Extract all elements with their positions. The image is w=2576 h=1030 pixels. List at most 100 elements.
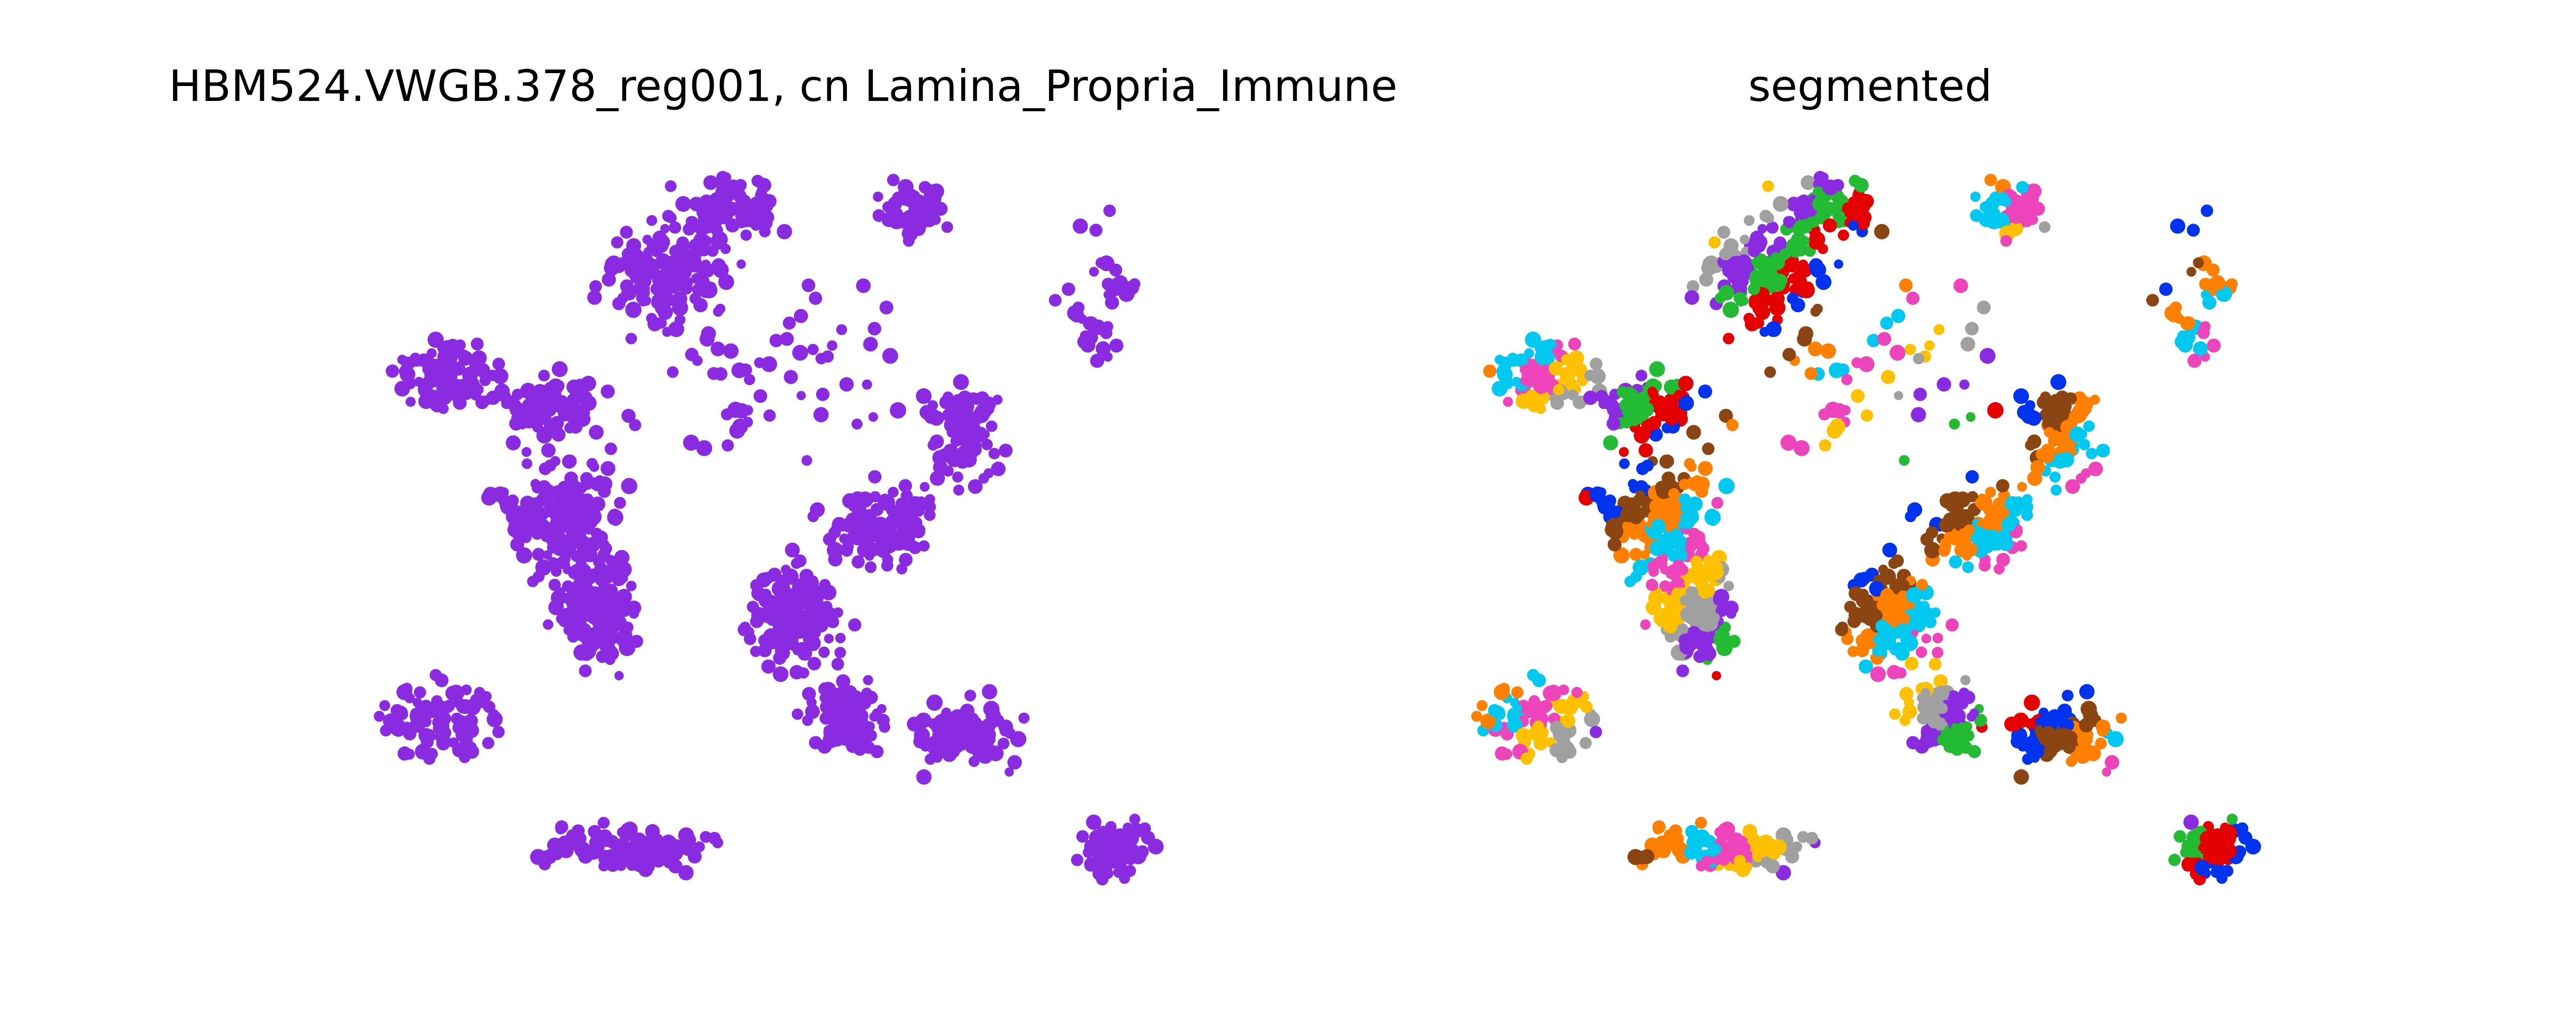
scatter-right-point <box>1766 321 1782 337</box>
scatter-left-point <box>1007 755 1022 770</box>
scatter-left-point <box>823 688 834 698</box>
scatter-left-point <box>555 824 566 835</box>
scatter-right-point <box>1649 361 1665 377</box>
scatter-right-point <box>1589 357 1603 370</box>
scatter-right-point <box>1882 542 1897 558</box>
scatter-right-point <box>1889 580 1902 593</box>
scatter-left-point <box>998 443 1013 458</box>
scatter-left-point <box>874 526 890 542</box>
scatter-left-point <box>901 536 916 551</box>
scatter-right-point <box>1920 533 1934 546</box>
scatter-right-point <box>2050 484 2062 496</box>
scatter-right-point <box>1928 715 1941 729</box>
scatter-right-point <box>2199 831 2215 846</box>
scatter-right-point <box>1936 702 1948 714</box>
scatter-right-point <box>1742 824 1757 839</box>
scatter-left-point <box>984 468 994 478</box>
scatter-right-point <box>1658 406 1670 418</box>
scatter-left-point <box>986 420 997 432</box>
scatter-left-point <box>427 331 444 348</box>
scatter-right-point <box>1934 685 1950 701</box>
scatter-right-point <box>1833 210 1845 222</box>
scatter-right-point <box>2044 400 2057 413</box>
scatter-right-point <box>1772 196 1789 212</box>
scatter-left-point <box>753 389 768 403</box>
scatter-left-point <box>646 313 657 324</box>
scatter-right-point <box>1480 713 1496 729</box>
scatter-right-point <box>1713 589 1730 605</box>
scatter-left-point <box>451 362 466 376</box>
scatter-left-point <box>379 700 391 711</box>
scatter-right-point <box>1580 700 1593 713</box>
scatter-left-point <box>813 407 829 422</box>
scatter-left-point <box>563 565 572 575</box>
scatter-left-point <box>824 633 834 644</box>
scatter-right-point <box>2026 410 2042 426</box>
scatter-right-point <box>1686 280 1700 293</box>
scatter-left-point <box>751 220 761 231</box>
scatter-left-point <box>391 704 404 717</box>
scatter-left-point <box>507 398 521 413</box>
scatter-right-point <box>1684 290 1700 305</box>
scatter-right-point <box>1943 531 1955 543</box>
scatter-left-point <box>815 353 827 365</box>
scatter-right-point <box>1960 675 1971 685</box>
scatter-left-point <box>587 290 602 305</box>
scatter-left-point <box>941 221 953 233</box>
scatter-right-point <box>1840 405 1851 416</box>
scatter-right-point <box>1638 425 1652 439</box>
scatter-right-point <box>2180 330 2196 345</box>
scatter-left-point <box>598 861 609 871</box>
scatter-right-point <box>1539 699 1553 713</box>
scatter-right-point <box>1780 435 1797 451</box>
scatter-left-point <box>837 685 852 701</box>
scatter-right-point <box>1524 331 1541 348</box>
scatter-right-point <box>1851 389 1865 403</box>
scatter-left-point <box>590 496 606 512</box>
scatter-left-point <box>928 410 944 426</box>
scatter-right-point <box>1965 322 1979 336</box>
scatter-left-point <box>550 386 560 397</box>
scatter-left-point <box>792 345 808 361</box>
scatter-left-point <box>819 579 831 591</box>
scatter-left-point <box>410 717 426 733</box>
scatter-right-point <box>1620 415 1633 428</box>
scatter-left-point <box>532 547 545 561</box>
scatter-left-point <box>699 331 715 347</box>
scatter-right-point <box>1646 578 1658 591</box>
scatter-left-point <box>839 734 852 746</box>
scatter-right-point <box>1888 558 1900 569</box>
scatter-left-point <box>818 646 830 658</box>
scatter-right-point <box>2168 853 2181 866</box>
scatter-left-point <box>928 743 941 756</box>
scatter-left-point <box>946 400 959 413</box>
scatter-left-point <box>964 690 976 701</box>
scatter-left-point <box>756 572 771 588</box>
scatter-left-point <box>789 665 804 680</box>
scatter-left-point <box>707 367 720 380</box>
scatter-right-point <box>1660 565 1670 575</box>
scatter-left-point <box>754 357 765 368</box>
scatter-right-point <box>1670 528 1682 541</box>
scatter-left-point <box>694 841 705 852</box>
scatter-left-point <box>916 388 932 404</box>
scatter-left-point <box>651 297 664 309</box>
scatter-left-point <box>761 659 776 674</box>
scatter-right-point <box>1533 379 1549 394</box>
scatter-right-point <box>2016 181 2029 194</box>
scatter-left-point <box>913 734 927 749</box>
scatter-right-point <box>2021 509 2033 521</box>
scatter-right-point <box>1649 427 1663 442</box>
scatter-right-point <box>2238 831 2252 845</box>
chart-title-left: HBM524.VWGB.378_reg001, cn Lamina_Propri… <box>168 61 1398 111</box>
scatter-right-point <box>1483 364 1497 378</box>
scatter-right-point <box>1694 829 1710 844</box>
scatter-left-point <box>579 623 591 635</box>
scatter-right-point <box>1520 375 1531 386</box>
scatter-left-point <box>1129 278 1141 290</box>
scatter-right-point <box>1939 493 1955 509</box>
scatter-left-point <box>781 624 798 640</box>
scatter-right-point <box>1640 550 1650 560</box>
scatter-left-point <box>1071 853 1083 866</box>
